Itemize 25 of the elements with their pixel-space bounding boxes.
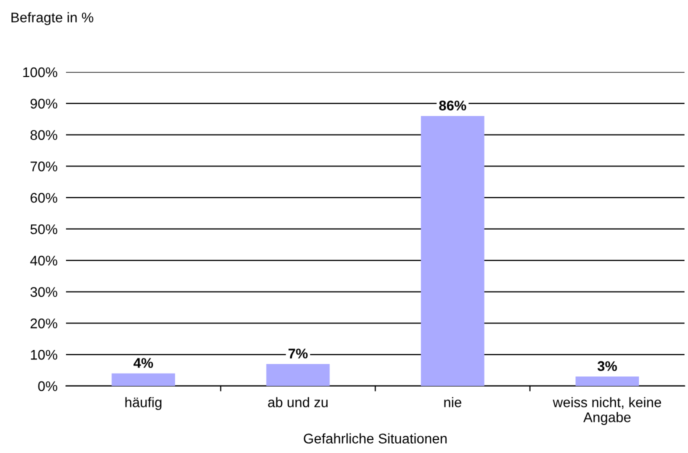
data-label: 86% (439, 100, 466, 110)
x-tick-label: ab und zu (268, 397, 328, 408)
y-tick-label: 90% (30, 98, 58, 109)
y-tick-label: 10% (30, 350, 58, 360)
y-tick-label: 50% (30, 224, 58, 234)
y-tick-label: 40% (30, 256, 58, 266)
y-tick-label: 60% (30, 192, 58, 203)
x-tick-label: häufig (125, 397, 162, 410)
bar (420, 116, 484, 386)
y-tick-label: 70% (30, 162, 58, 172)
bar (576, 376, 639, 386)
data-label: 3% (598, 361, 617, 372)
y-tick-label: 80% (30, 130, 58, 140)
x-tick-label: nie (444, 397, 462, 408)
y-tick-label: 20% (30, 318, 58, 328)
y-axis-title: Befragte in % (12, 12, 94, 26)
y-tick-label: 0% (38, 381, 58, 392)
y-tick-label: 100% (23, 67, 58, 78)
bar (112, 373, 176, 386)
bar (266, 364, 330, 386)
x-tick-label: weiss nicht, keine Angabe (552, 397, 662, 425)
y-tick-label: 30% (30, 287, 58, 297)
data-label: 7% (288, 348, 308, 358)
data-label: 4% (134, 358, 154, 368)
x-axis-title: Gefahrliche Situationen (304, 433, 447, 444)
